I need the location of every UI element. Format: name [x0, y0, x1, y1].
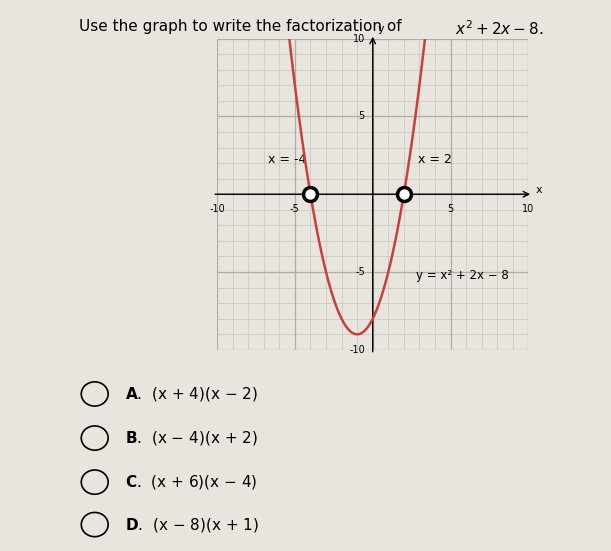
Text: 10: 10	[353, 34, 365, 44]
Text: -10: -10	[349, 345, 365, 355]
Text: x = 2: x = 2	[418, 153, 452, 166]
Text: $\bf{C}$.  (x + 6)(x − 4): $\bf{C}$. (x + 6)(x − 4)	[125, 473, 258, 491]
Text: $\bf{A}$.  (x + 4)(x − 2): $\bf{A}$. (x + 4)(x − 2)	[125, 385, 258, 403]
Text: -5: -5	[355, 267, 365, 277]
Text: $x^2 + 2x - 8$.: $x^2 + 2x - 8$.	[455, 19, 544, 38]
Text: x = -4: x = -4	[268, 153, 306, 166]
Text: x: x	[536, 185, 543, 195]
Text: 5: 5	[359, 111, 365, 121]
Text: -10: -10	[209, 203, 225, 214]
Text: $\bf{B}$.  (x − 4)(x + 2): $\bf{B}$. (x − 4)(x + 2)	[125, 429, 258, 447]
Text: $\bf{D}$.  (x − 8)(x + 1): $\bf{D}$. (x − 8)(x + 1)	[125, 516, 259, 533]
Text: 10: 10	[522, 203, 535, 214]
Text: 5: 5	[447, 203, 453, 214]
Text: y = x² + 2x − 8: y = x² + 2x − 8	[416, 269, 509, 282]
Text: y: y	[378, 24, 384, 34]
Text: -5: -5	[290, 203, 300, 214]
Text: Use the graph to write the factorization of: Use the graph to write the factorization…	[79, 19, 407, 34]
